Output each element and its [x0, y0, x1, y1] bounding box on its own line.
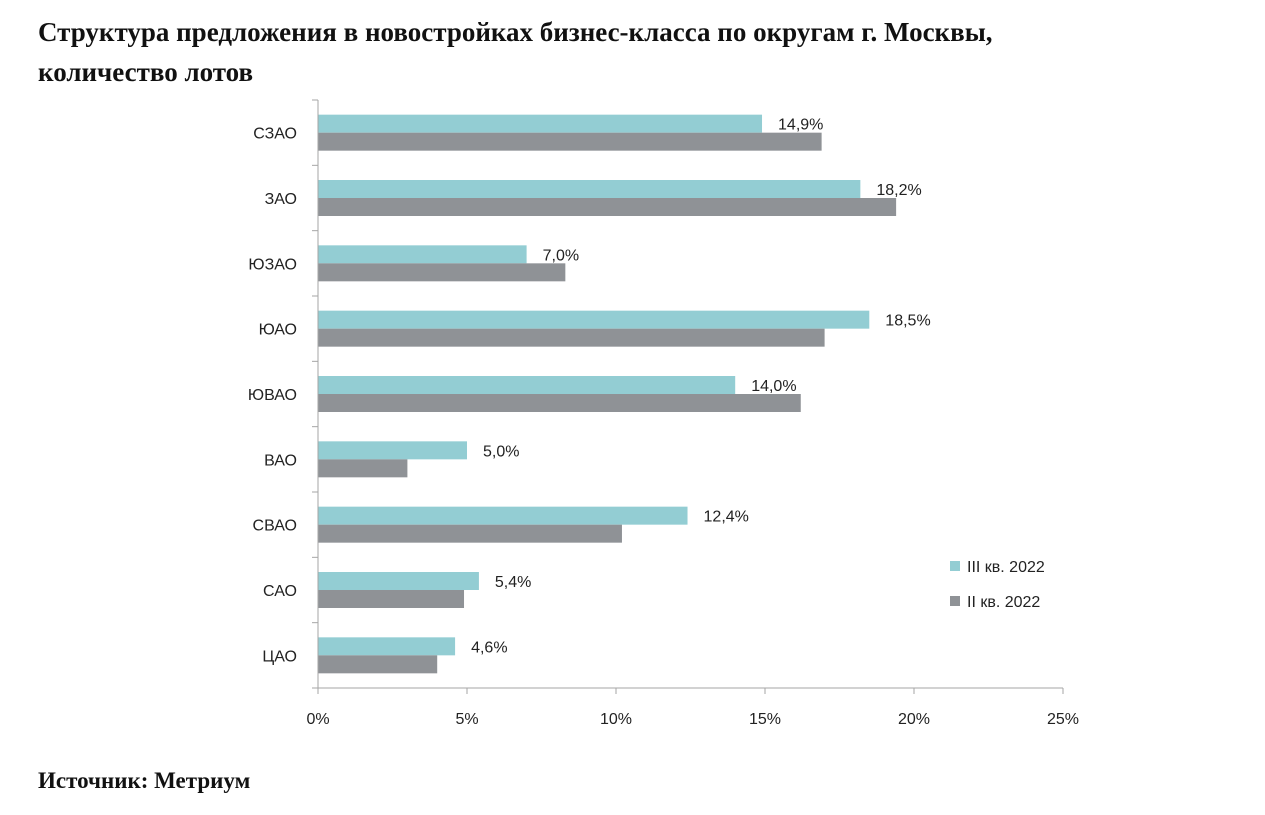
chart-title-line-1: Структура предложения в новостройках биз… — [38, 17, 993, 47]
x-tick-label: 5% — [455, 711, 478, 728]
bar-q3-8 — [318, 572, 479, 590]
bar-q3-4 — [318, 310, 870, 329]
data-label: 14,9% — [778, 117, 823, 134]
data-label: 5,4% — [495, 574, 531, 591]
bar-q2-9 — [318, 655, 438, 674]
x-tick-label: 15% — [749, 711, 781, 728]
bar-q3-2 — [318, 180, 861, 198]
data-label: 7,0% — [543, 247, 579, 264]
bar-q2-6 — [318, 459, 408, 478]
category-label: ВАО — [264, 452, 297, 469]
bar-q3-5 — [318, 376, 736, 394]
bar-q2-3 — [318, 263, 566, 282]
category-label: ЮВАО — [248, 387, 297, 404]
axes-group — [312, 99, 1064, 694]
category-label: САО — [263, 583, 297, 600]
data-label: 14,0% — [751, 378, 796, 395]
labels-group: 14,9% СЗАО 18,2% ЗАО 7,0% ЮЗАО 18,5% ЮАО 14,0% ЮВ… — [248, 117, 1079, 728]
category-label: СЗАО — [253, 126, 297, 143]
source-note: Источник: Метриум — [38, 768, 251, 793]
x-tick-label: 10% — [600, 711, 632, 728]
bars-group — [318, 114, 897, 674]
data-label: 5,0% — [483, 443, 519, 460]
bar-q3-9 — [318, 637, 456, 656]
data-label: 18,2% — [876, 182, 921, 199]
data-label: 18,5% — [885, 313, 930, 330]
legend-label-q2: II кв. 2022 — [967, 594, 1040, 611]
legend-swatch-q2 — [950, 596, 960, 606]
chart-title-line-2: количество лотов — [38, 57, 254, 87]
bar-q2-4 — [318, 328, 825, 347]
data-label: 4,6% — [471, 639, 507, 656]
category-label: ЗАО — [265, 191, 297, 208]
bar-q2-1 — [318, 132, 822, 151]
bar-q2-5 — [318, 394, 801, 412]
category-label: СВАО — [253, 518, 297, 535]
legend-swatch-q3 — [950, 561, 960, 571]
category-label: ЮЗАО — [248, 256, 297, 273]
bar-q3-1 — [318, 114, 763, 133]
x-tick-label: 0% — [306, 711, 329, 728]
bar-q2-8 — [318, 590, 465, 608]
bar-q3-7 — [318, 506, 688, 525]
category-label: ЦАО — [262, 648, 297, 665]
legend: III кв. 2022 II кв. 2022 — [950, 559, 1045, 611]
bar-q2-2 — [318, 198, 897, 216]
bar-q3-6 — [318, 441, 467, 460]
bar-q3-3 — [318, 245, 527, 264]
x-tick-label: 25% — [1047, 711, 1079, 728]
data-label: 12,4% — [704, 509, 749, 526]
x-tick-label: 20% — [898, 711, 930, 728]
category-label: ЮАО — [259, 322, 297, 339]
chart-title: Структура предложения в новостройках биз… — [38, 12, 1248, 92]
bar-q2-7 — [318, 524, 622, 543]
legend-label-q3: III кв. 2022 — [967, 559, 1045, 576]
